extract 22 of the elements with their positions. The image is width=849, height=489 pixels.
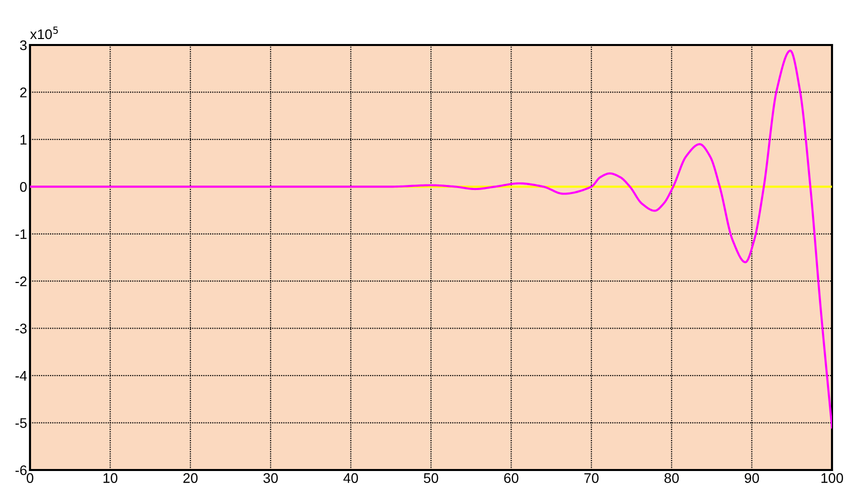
x-tick-label: 60 <box>504 473 518 483</box>
x-tick-label: 80 <box>664 473 679 483</box>
y-tick-label: -6 <box>15 465 27 476</box>
x-tick-label: 10 <box>104 473 118 483</box>
y-tick-label: 3 <box>20 40 27 50</box>
y-tick-label: -4 <box>15 371 27 381</box>
text: x10$^{5}$ <box>30 26 58 40</box>
x-tick-label: 70 <box>584 473 599 483</box>
x-tick-label: 0 <box>26 473 34 483</box>
x-tick-label: 50 <box>424 473 438 483</box>
x-tick-label: 20 <box>183 473 198 483</box>
y-tick-label: 0 <box>20 182 27 192</box>
y-tick-label: -3 <box>15 324 27 334</box>
y-tick-label: -5 <box>15 418 27 428</box>
y-tick-label: -2 <box>15 276 27 286</box>
x-tick-label: 90 <box>744 473 759 483</box>
y-tick-label: -1 <box>15 229 27 239</box>
x-tick-label: 40 <box>343 473 358 483</box>
y-tick-label: 1 <box>20 134 27 144</box>
x-tick-label: 30 <box>263 473 278 483</box>
y-tick-label: 2 <box>20 88 27 98</box>
x-tick-label: 100 <box>821 473 844 483</box>
